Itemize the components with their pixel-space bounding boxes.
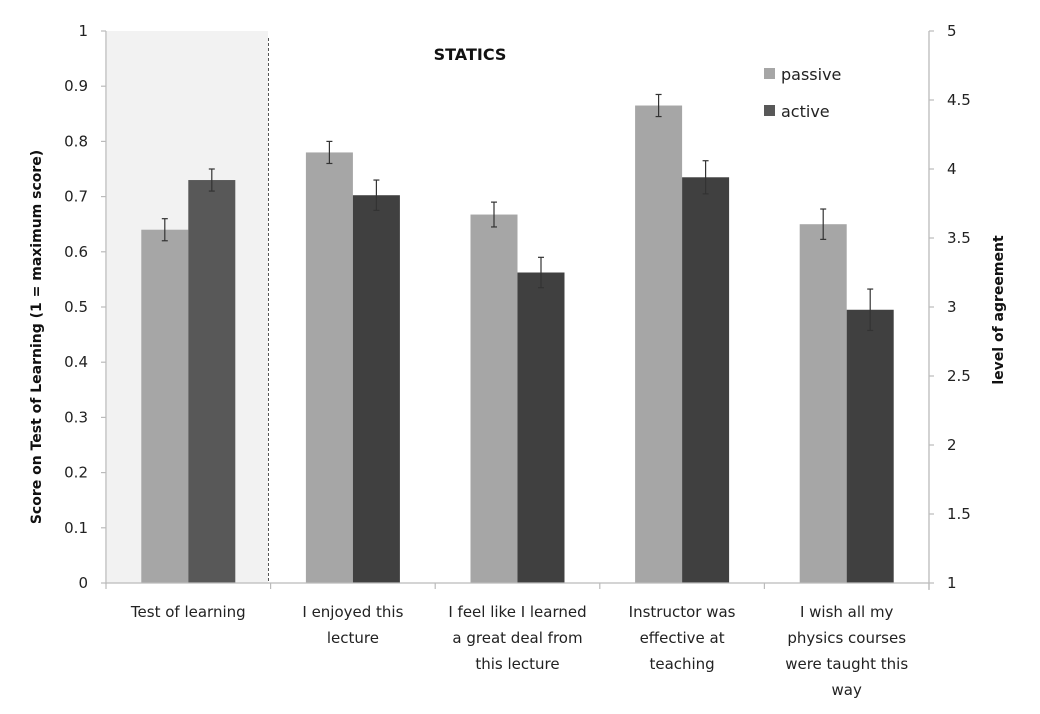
chart-title: STATICS: [434, 45, 507, 64]
error-bar-passive-0: [161, 218, 168, 242]
bar-active-1: [352, 195, 400, 583]
bar-passive-1: [305, 152, 353, 583]
error-bar-active-0: [208, 168, 215, 192]
bar-passive-4: [799, 224, 847, 583]
bar-passive-3: [635, 105, 683, 584]
right-y-tick-label: 1: [947, 574, 957, 592]
right-y-tick-label: 1.5: [947, 505, 971, 523]
left-y-tick-label: 1: [78, 22, 88, 40]
legend-swatch-active: [764, 105, 775, 116]
error-bar-active-2: [538, 256, 544, 289]
left-y-tick-label: 0: [78, 574, 88, 592]
bar-active-3: [682, 177, 730, 583]
right-y-tick-label: 4.5: [947, 91, 971, 109]
legend-label-passive: passive: [781, 65, 841, 84]
right-y-axis-title: level of agreement: [991, 235, 1007, 385]
left-y-tick-label: 0.8: [64, 132, 88, 150]
error-bar-passive-1: [326, 140, 333, 165]
right-y-tick-label: 3: [947, 298, 957, 316]
legend-swatch-passive: [764, 68, 775, 79]
error-bar-passive-4: [820, 208, 827, 240]
left-y-tick-label: 0.4: [64, 353, 88, 371]
error-bar-active-1: [373, 179, 380, 211]
left-y-tick-label: 0.9: [64, 77, 88, 95]
legend: passive active: [764, 65, 841, 121]
error-bar-passive-2: [491, 201, 497, 228]
right-y-tick-label: 3.5: [947, 229, 971, 247]
bar-active-2: [517, 272, 565, 583]
category-label: I feel like I learned a great deal from th…: [448, 603, 586, 673]
left-y-tick-label: 0.3: [64, 408, 88, 426]
right-y-tick-label: 2: [947, 436, 957, 454]
left-y-tick-label: 0.5: [64, 298, 88, 316]
bar-passive-2: [470, 214, 518, 584]
legend-label-active: active: [781, 102, 830, 121]
bar-passive-0: [141, 229, 189, 583]
error-bar-active-4: [867, 288, 874, 332]
category-label: Instructor was effective at teaching: [629, 603, 736, 673]
right-y-tick-label: 2.5: [947, 367, 971, 385]
right-y-tick-label: 5: [947, 22, 957, 40]
error-bar-active-3: [702, 160, 709, 195]
left-y-tick-label: 0.1: [64, 519, 88, 537]
left-y-axis-title: Score on Test of Learning (1 = maximum s…: [29, 150, 45, 524]
error-bar-passive-3: [655, 93, 662, 118]
category-label: I wish all my physics courses were taught …: [785, 603, 908, 699]
bar-active-4: [846, 309, 894, 583]
category-label: I enjoyed this lecture: [302, 603, 403, 647]
category-label: Test of learning: [130, 603, 246, 621]
bar-active-0: [188, 180, 236, 584]
right-y-tick-label: 4: [947, 160, 957, 178]
left-y-tick-label: 0.6: [64, 243, 88, 261]
left-y-tick-label: 0.7: [64, 188, 88, 206]
left-y-tick-label: 0.2: [64, 464, 88, 482]
